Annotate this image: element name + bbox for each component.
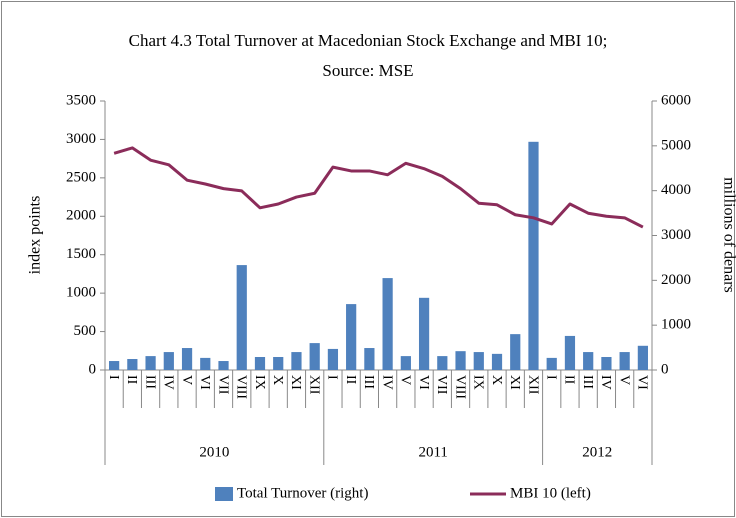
bar: [291, 352, 302, 370]
x-tick-label: IX: [252, 375, 267, 390]
x-tick-label: IV: [161, 375, 176, 390]
y2-tick-label: 4000: [661, 182, 691, 198]
legend-label: MBI 10 (left): [510, 485, 591, 501]
x-tick-label: VI: [416, 375, 431, 390]
y2-tick-label: 1000: [661, 317, 691, 333]
bar: [637, 345, 648, 370]
bar: [327, 348, 339, 370]
bar: [218, 361, 229, 370]
bar: [382, 278, 393, 370]
bar: [346, 304, 357, 370]
y2-tick-label: 5000: [661, 137, 691, 153]
x-tick-label: VI: [197, 375, 212, 390]
bar: [528, 141, 539, 370]
y-tick-label: 3000: [66, 131, 96, 147]
x-tick-label: I: [543, 375, 558, 380]
x-tick-label: VIII: [234, 375, 249, 399]
bar: [583, 352, 594, 370]
y-tick-label: 0: [89, 361, 97, 377]
x-tick-label: VII: [434, 375, 449, 395]
bar: [163, 352, 174, 370]
x-tick-label: II: [124, 375, 139, 385]
bar: [473, 352, 484, 370]
y-tick-label: 2000: [66, 208, 96, 224]
bar: [127, 359, 138, 370]
x-tick-label: V: [179, 375, 194, 385]
y-tick-label: 1500: [66, 246, 96, 262]
x-tick-label: X: [489, 375, 504, 385]
x-tick-label: XI: [507, 375, 522, 390]
legend-swatch: [215, 487, 233, 501]
bar: [309, 343, 320, 370]
x-tick-label: II: [343, 375, 358, 385]
x-group-label: 2012: [582, 444, 612, 460]
x-tick-label: X: [270, 375, 285, 385]
x-tick-label: I: [325, 375, 340, 380]
x-tick-label: III: [361, 375, 376, 389]
x-tick-label: V: [398, 375, 413, 385]
x-tick-label: VIII: [452, 375, 467, 399]
bar: [400, 356, 411, 370]
x-tick-label: XII: [306, 375, 321, 395]
bar: [254, 356, 266, 370]
bar: [601, 356, 612, 370]
y-tick-label: 1000: [66, 285, 96, 301]
y-tick-label: 2500: [66, 169, 96, 185]
y-tick-label: 500: [74, 323, 97, 339]
x-tick-label: XII: [525, 375, 540, 395]
bar: [273, 356, 284, 370]
x-tick-label: III: [142, 375, 157, 389]
x-tick-label: II: [562, 375, 577, 385]
x-group-label: 2010: [199, 444, 229, 460]
y2-tick-label: 0: [661, 361, 669, 377]
bar: [455, 351, 466, 370]
bar: [510, 334, 521, 370]
bar: [491, 353, 503, 370]
bar: [236, 265, 247, 370]
y2-tick-label: 6000: [661, 92, 691, 108]
bar: [364, 348, 375, 370]
line: [113, 146, 644, 229]
x-group-label: 2011: [418, 444, 447, 460]
chart-title: Chart 4.3 Total Turnover at Macedonian S…: [129, 31, 608, 50]
x-tick-label: VII: [215, 375, 230, 395]
bar: [564, 335, 576, 370]
bar: [437, 356, 448, 370]
x-tick-label: IX: [471, 375, 486, 390]
bar: [145, 356, 156, 370]
y-axis-label: index points: [27, 196, 44, 275]
chart-title: Source: MSE: [322, 61, 413, 80]
x-tick-label: I: [106, 375, 121, 380]
bar: [109, 361, 120, 370]
x-tick-label: III: [580, 375, 595, 389]
x-tick-label: VI: [635, 375, 650, 390]
bar: [418, 297, 430, 370]
x-tick-label: IV: [598, 375, 613, 390]
y2-tick-label: 2000: [661, 272, 691, 288]
legend-label: Total Turnover (right): [237, 485, 368, 501]
y-tick-label: 3500: [66, 92, 96, 108]
bar: [619, 352, 630, 370]
bar: [546, 357, 557, 370]
x-tick-label: V: [616, 375, 631, 385]
y2-axis-label: millions of denars: [720, 177, 736, 293]
y2-tick-label: 3000: [661, 227, 691, 243]
x-tick-label: XI: [288, 375, 303, 390]
bar: [200, 357, 211, 370]
x-tick-label: IV: [379, 375, 394, 390]
bar: [181, 348, 193, 370]
